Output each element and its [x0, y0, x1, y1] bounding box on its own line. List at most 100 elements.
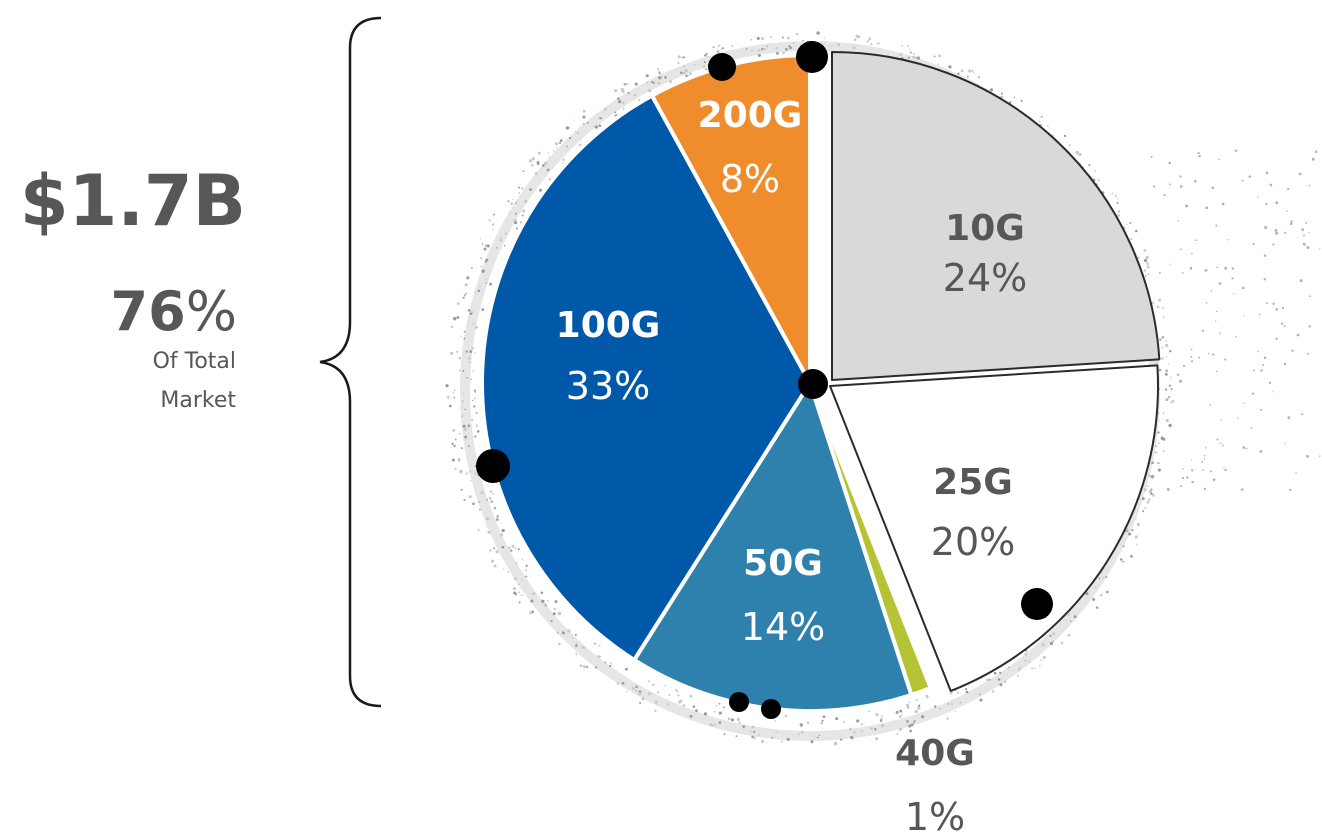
- particle-dot: [468, 361, 471, 364]
- particle-dot: [518, 192, 520, 194]
- particle-dot: [476, 430, 480, 433]
- particle-dot: [1186, 476, 1189, 479]
- particle-dot: [1231, 277, 1234, 280]
- particle-dot: [1295, 471, 1297, 474]
- particle-dot: [460, 335, 462, 337]
- particle-dot: [721, 47, 724, 50]
- particle-dot: [1263, 278, 1267, 281]
- particle-dot: [908, 724, 912, 728]
- particle-dot: [648, 89, 652, 93]
- particle-dot: [561, 631, 565, 635]
- particle-dot: [452, 428, 456, 432]
- slice-label-50g: 50G: [743, 543, 823, 584]
- particle-dot: [1162, 307, 1165, 310]
- particle-dot: [547, 600, 549, 602]
- particle-dot: [492, 223, 495, 226]
- particle-dot: [531, 157, 535, 161]
- particle-dot: [541, 599, 545, 603]
- particle-dot: [1201, 329, 1205, 333]
- particle-dot: [458, 432, 461, 435]
- particle-dot: [557, 611, 562, 616]
- particle-dot: [681, 56, 683, 58]
- particle-dot: [634, 689, 638, 692]
- particle-dot: [689, 714, 693, 718]
- particle-dot: [1209, 470, 1212, 473]
- particle-dot: [1168, 183, 1171, 186]
- particle-dot: [652, 81, 655, 84]
- particle-dot: [750, 49, 753, 52]
- particle-dot: [818, 734, 821, 737]
- particle-dot: [1170, 388, 1173, 391]
- particle-dot: [760, 36, 765, 41]
- particle-dot: [1116, 201, 1119, 204]
- particle-dot: [905, 703, 910, 707]
- particle-dot: [666, 703, 669, 706]
- particle-dot: [1275, 231, 1279, 235]
- particle-dot: [1185, 204, 1189, 208]
- particle-dot: [1287, 187, 1290, 191]
- particle-dot: [1179, 379, 1182, 383]
- particle-dot: [1134, 535, 1138, 539]
- particle-dot: [466, 376, 468, 379]
- particle-dot: [462, 424, 466, 428]
- particle-dot: [723, 733, 726, 736]
- particle-dot: [810, 740, 814, 744]
- particle-dot: [1190, 348, 1193, 351]
- particle-dot: [899, 53, 903, 56]
- particle-dot: [1150, 492, 1153, 495]
- particle-dot: [1152, 475, 1155, 478]
- particle-dot: [467, 445, 470, 448]
- particle-dot: [1201, 460, 1204, 463]
- particle-dot: [493, 547, 495, 550]
- slice-value-10g: 24%: [943, 256, 1027, 300]
- particle-dot: [463, 428, 467, 431]
- slice-label-25g: 25G: [933, 462, 1013, 503]
- particle-dot: [1263, 254, 1267, 257]
- particle-dot: [1100, 594, 1103, 597]
- particle-dot: [599, 117, 602, 120]
- particle-dot: [1168, 384, 1172, 388]
- slice-value-100g: 33%: [566, 364, 650, 408]
- particle-dot: [1298, 172, 1302, 176]
- particle-dot: [910, 723, 914, 727]
- pie-slice-25g: [829, 364, 1159, 692]
- particle-dot: [1219, 442, 1222, 445]
- particle-dot: [1067, 633, 1071, 637]
- particle-dot: [504, 232, 508, 235]
- particle-dot: [1162, 412, 1165, 414]
- particle-dot: [1111, 192, 1114, 195]
- particle-dot: [1181, 476, 1185, 480]
- particle-dot: [856, 719, 860, 723]
- particle-dot: [546, 168, 550, 172]
- particle-dot: [1128, 532, 1132, 536]
- particle-dot: [912, 55, 915, 59]
- particle-dot: [745, 48, 748, 50]
- particle-dot: [820, 721, 824, 725]
- particle-dot: [470, 378, 473, 381]
- particle-dot: [463, 498, 466, 502]
- particle-dot: [471, 418, 474, 421]
- particle-dot: [458, 459, 461, 462]
- particle-dot: [781, 36, 784, 39]
- particle-dot: [464, 408, 466, 411]
- particle-dot: [547, 152, 550, 154]
- particle-dot: [450, 351, 454, 355]
- particle-dot: [723, 706, 725, 709]
- particle-dot: [703, 61, 706, 64]
- particle-dot: [484, 244, 488, 248]
- share-note-line2: Market: [160, 388, 236, 413]
- particle-dot: [569, 127, 571, 129]
- particle-dot: [925, 695, 929, 699]
- particle-dot: [537, 151, 541, 155]
- particle-dot: [1180, 485, 1182, 488]
- particle-dot: [474, 397, 476, 399]
- particle-dot: [1299, 279, 1303, 283]
- particle-dot: [1143, 249, 1147, 252]
- particle-dot: [868, 39, 870, 42]
- slice-value-25g: 20%: [931, 520, 1015, 564]
- particle-dot: [1013, 96, 1016, 99]
- particle-dot: [500, 522, 502, 524]
- particle-dot: [986, 679, 989, 681]
- particle-dot: [877, 42, 880, 45]
- particle-dot: [758, 733, 761, 736]
